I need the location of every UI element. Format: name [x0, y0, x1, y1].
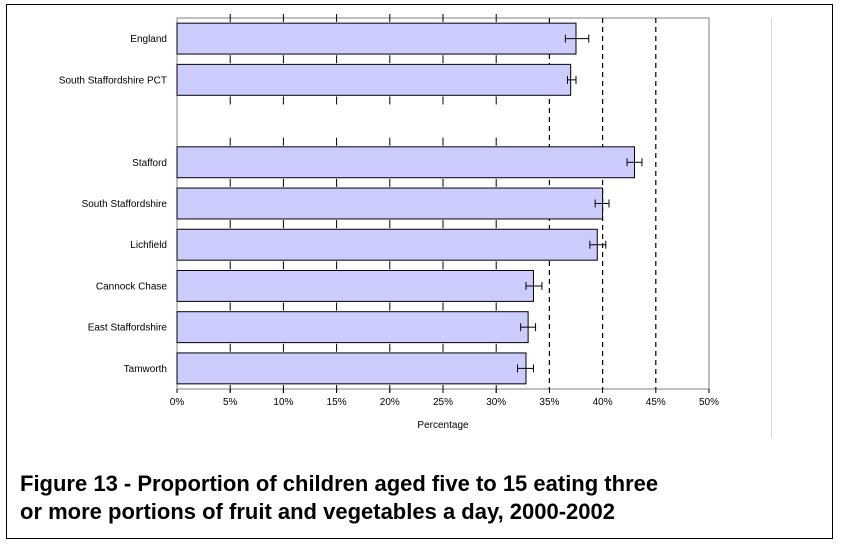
bar: [176, 63, 572, 96]
divider-line: [771, 18, 772, 438]
category-label: South Staffordshire: [82, 199, 168, 210]
bar: [176, 146, 636, 179]
figure-caption: Figure 13 - Proportion of children aged …: [20, 470, 820, 526]
gridlines: [176, 14, 710, 393]
x-tick-label: 35%: [539, 397, 559, 408]
bar: [176, 269, 534, 302]
x-tick-label: 10%: [273, 397, 293, 408]
category-label: Lichfield: [130, 240, 167, 251]
x-tick-label: 50%: [699, 397, 719, 408]
x-tick-label: 20%: [380, 397, 400, 408]
category-label: Cannock Chase: [96, 281, 168, 292]
caption-line-2: or more portions of fruit and vegetables…: [20, 499, 615, 524]
bar: [176, 187, 604, 220]
x-tick-labels: 0% 5% 10% 15% 20% 25% 30% 35% 40% 45% 50%: [170, 397, 719, 408]
x-tick-label: 5%: [223, 397, 238, 408]
bar: [176, 22, 577, 55]
category-labels: England South Staffordshire PCT Stafford So…: [59, 34, 168, 375]
bar-chart: England South Staffordshire PCT Stafford So…: [59, 14, 719, 431]
bars: [176, 22, 643, 385]
x-tick-label: 15%: [327, 397, 347, 408]
category-label: South Staffordshire PCT: [59, 75, 167, 86]
bar: [176, 311, 529, 344]
category-label: Tamworth: [124, 364, 167, 375]
bar: [176, 352, 527, 385]
x-tick-label: 0%: [170, 397, 185, 408]
x-tick-label: 30%: [486, 397, 506, 408]
x-tick-label: 40%: [593, 397, 613, 408]
category-label: East Staffordshire: [88, 323, 168, 334]
x-tick-label: 25%: [433, 397, 453, 408]
x-tick-label: 45%: [646, 397, 666, 408]
x-axis-title: Percentage: [417, 420, 469, 431]
category-label: Stafford: [132, 158, 167, 169]
bar: [176, 228, 598, 261]
caption-line-1: Figure 13 - Proportion of children aged …: [20, 471, 659, 496]
category-label: England: [130, 34, 167, 45]
